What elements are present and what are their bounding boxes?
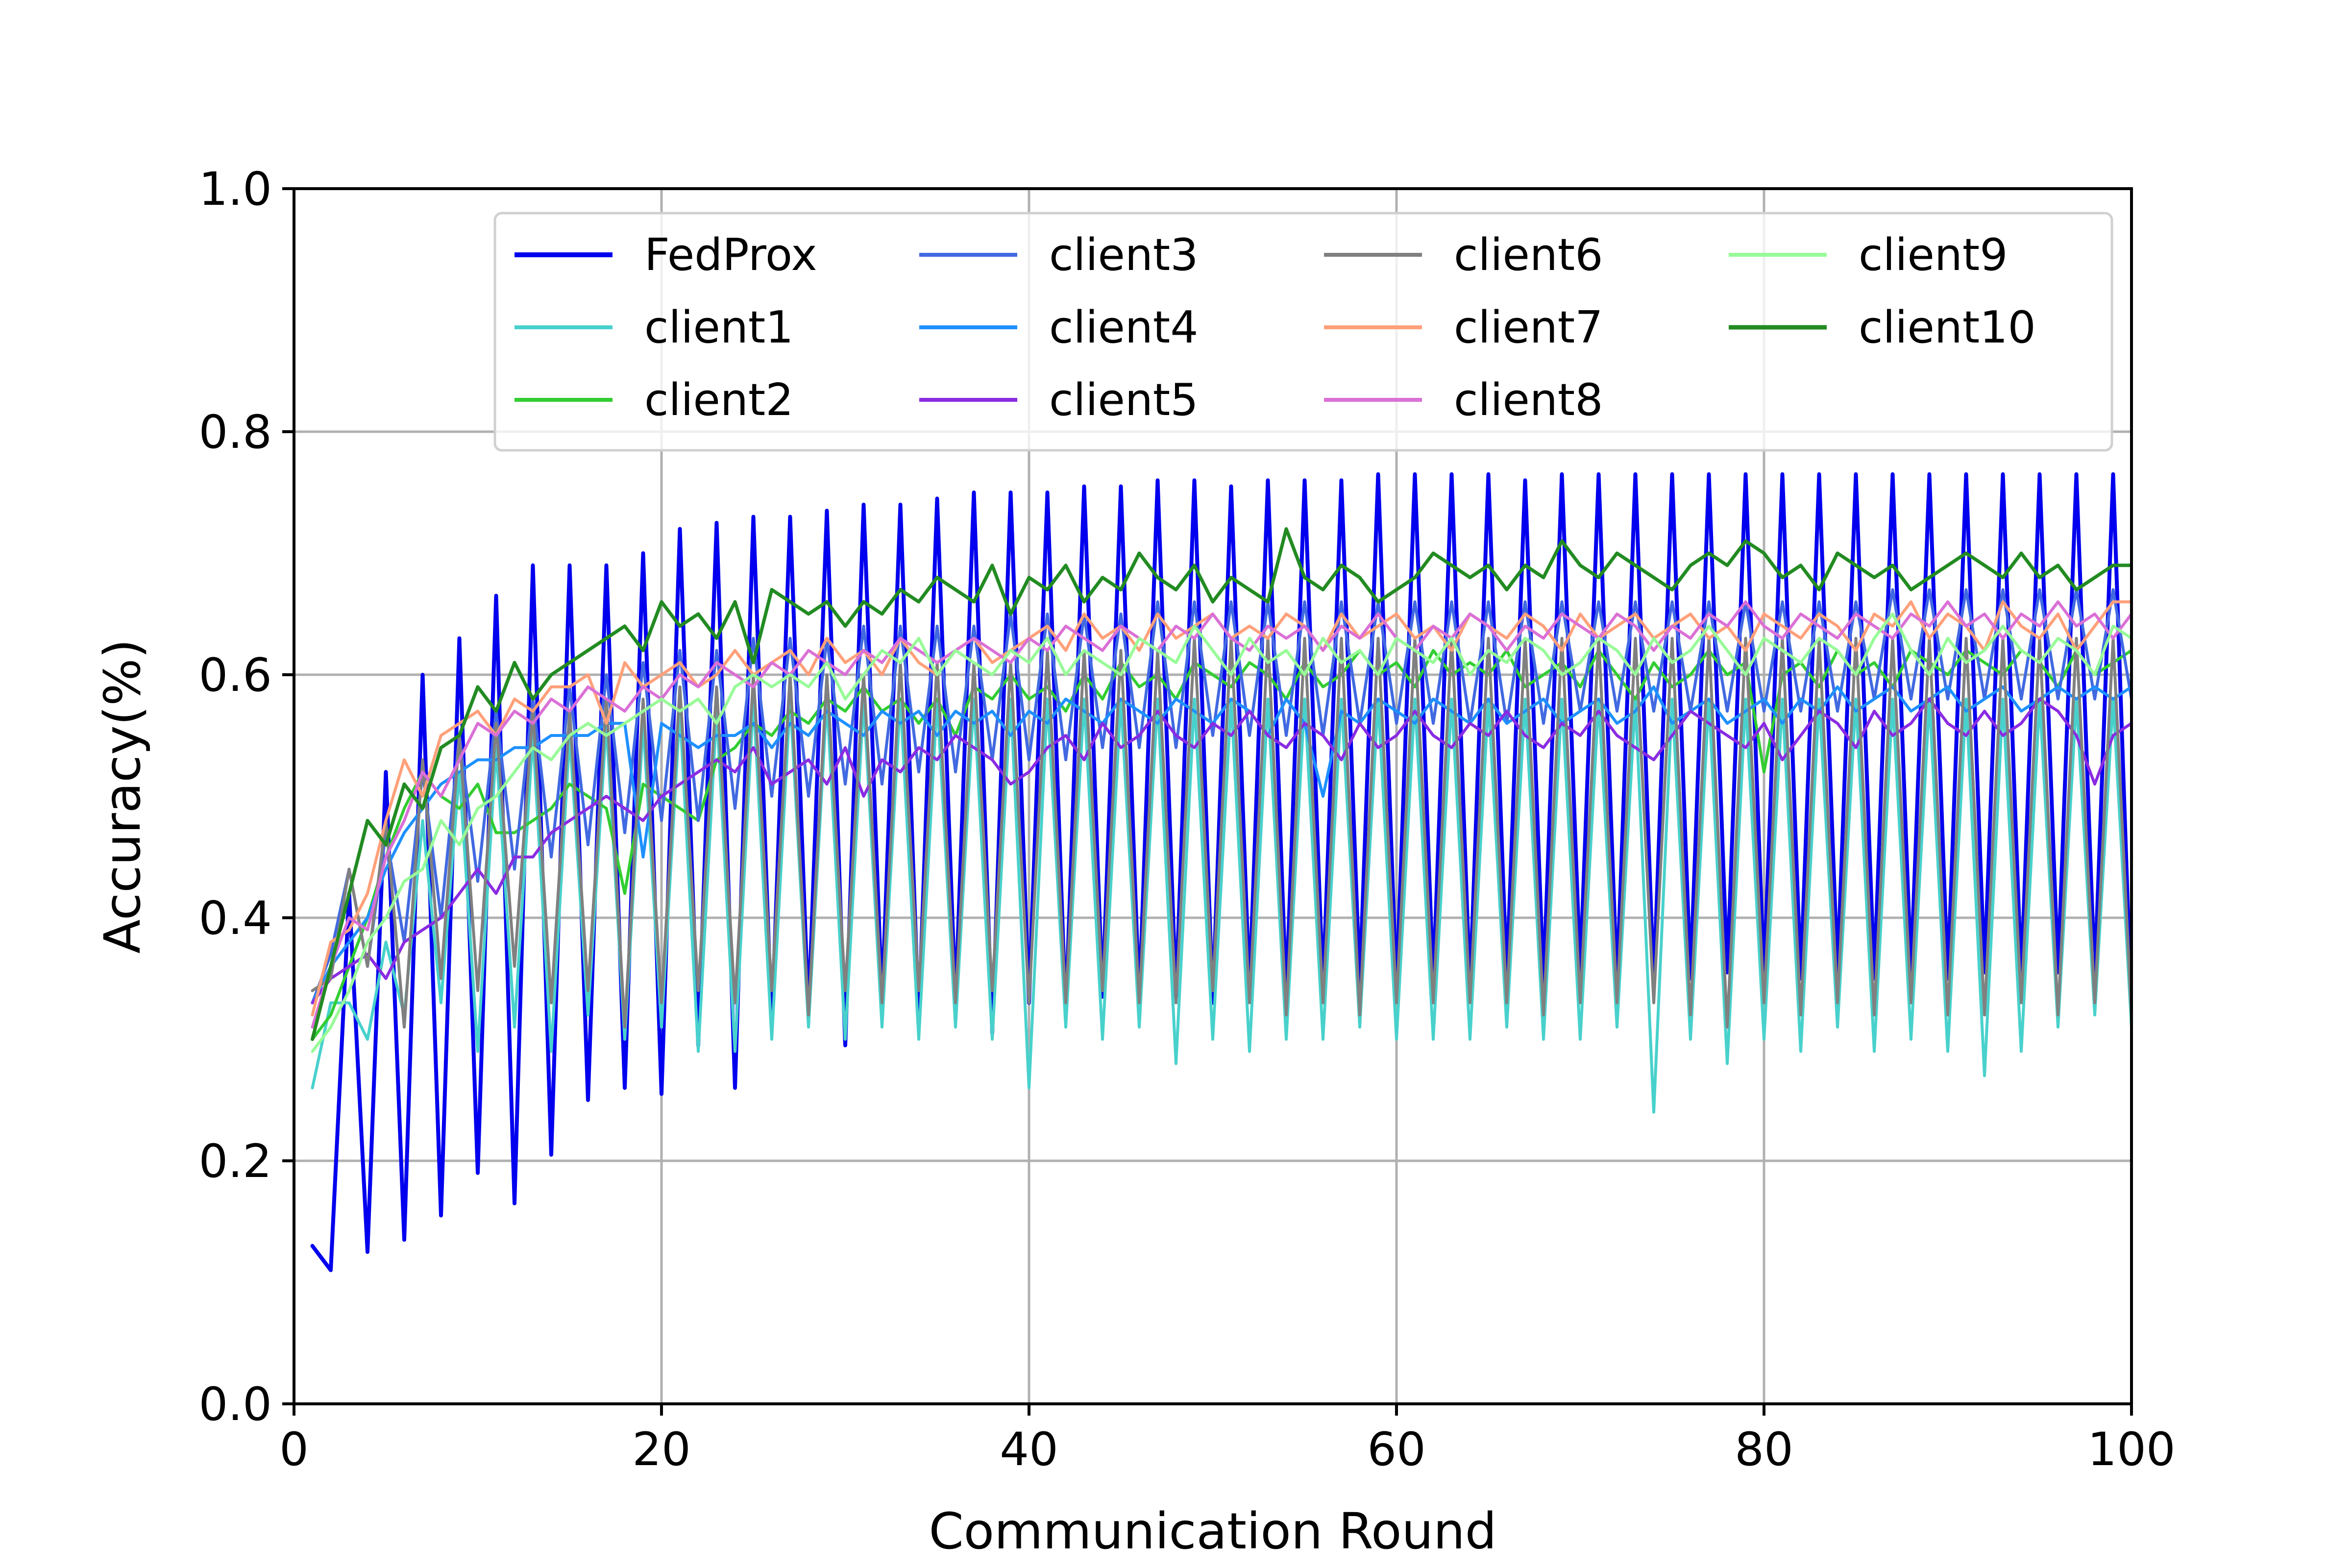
legend: FedProx client1 client2 client3 client4 clien…	[493, 212, 2113, 452]
series-line-client10	[311, 527, 2132, 1041]
series-line-client8	[311, 600, 2132, 1029]
y-tick-label: 0.4	[199, 892, 272, 945]
legend-label: FedProx	[644, 229, 817, 281]
y-tick-label: 0.6	[199, 649, 272, 702]
x-tick-label: 0	[279, 1423, 309, 1476]
x-tick-label: 40	[1000, 1423, 1058, 1476]
legend-label: client9	[1859, 229, 2008, 281]
series-line-client5	[311, 697, 2132, 1004]
legend-box	[493, 212, 2113, 452]
legend-label: client5	[1049, 374, 1198, 426]
x-axis-label: Communication Round	[929, 1502, 1496, 1561]
legend-label: client1	[644, 302, 793, 353]
legend-label: client3	[1049, 229, 1198, 281]
legend-label: client10	[1859, 302, 2036, 353]
y-tick-label: 1.0	[199, 163, 272, 216]
legend-label: client8	[1454, 374, 1603, 426]
x-tick-label: 60	[1367, 1423, 1426, 1476]
y-tick-label: 0.2	[199, 1135, 272, 1188]
legend-label: client6	[1454, 229, 1603, 281]
axis-ticks: 0 20 40 60 80 100 0.0 0.2 0.4 0.6 0.8 1.0	[199, 163, 2176, 1476]
legend-label: client7	[1454, 302, 1603, 353]
series-line-FedProx	[310, 472, 2132, 1273]
x-tick-label: 80	[1735, 1423, 1793, 1476]
legend-label: client4	[1049, 302, 1198, 353]
plot-area-frame	[293, 187, 2133, 1405]
y-tick-label: 0.8	[199, 406, 272, 459]
series-line-client4	[311, 685, 2132, 1004]
series-line-client3	[311, 588, 2132, 1004]
legend-label: client2	[644, 374, 793, 426]
x-tick-label: 20	[632, 1423, 691, 1476]
x-tick-label: 100	[2087, 1423, 2175, 1476]
y-tick-label: 0.0	[199, 1378, 272, 1431]
series-line-client6	[311, 637, 2132, 1029]
y-axis-label: Accuracy(%)	[94, 639, 152, 954]
series-lines	[310, 472, 2132, 1273]
series-line-client9	[311, 612, 2132, 1053]
